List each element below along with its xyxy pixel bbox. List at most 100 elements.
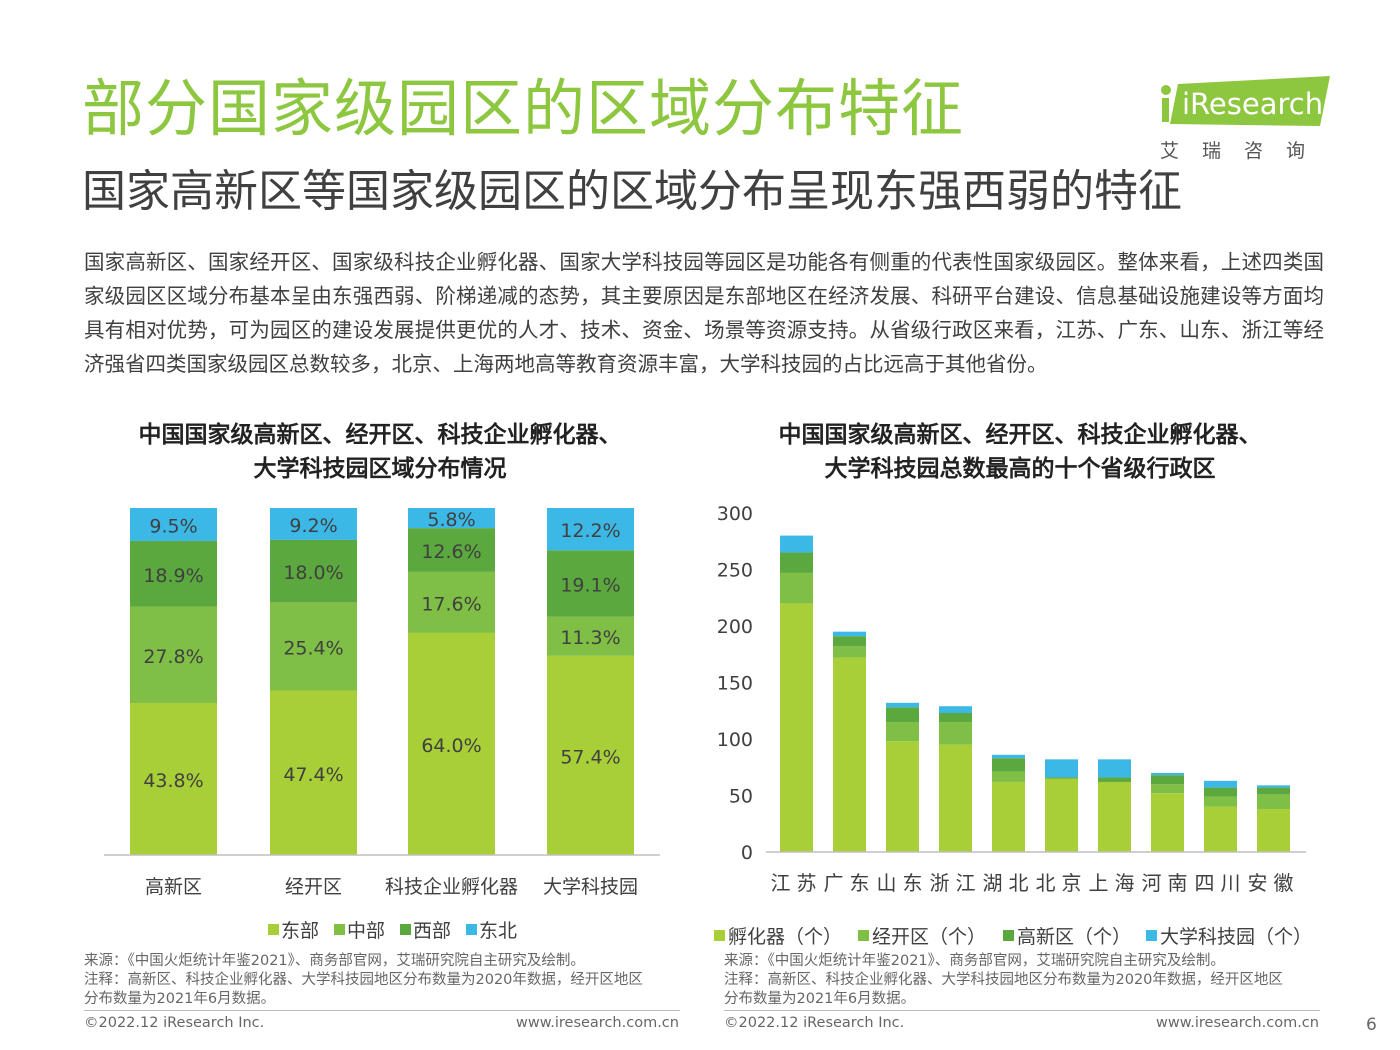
data-label: 25.4% [283,637,343,659]
chart1-source-note: 来源：《中国火炬统计年鉴2021》、商务部官网，艾瑞研究院自主研究及绘制。 注释… [84,952,684,1009]
data-label: 43.8% [143,770,203,792]
footer-copyright-left: ©2022.12 iResearch Inc. [84,1015,265,1031]
note-line: 分布数量为2021年6月数据。 [84,991,276,1007]
y-tick-label: 0 [741,842,753,864]
bar-segment [780,535,813,553]
chart2-title: 中国国家级高新区、经开区、科技企业孵化器、 大学科技园总数最高的十个省级行政区 [700,418,1340,486]
data-label: 57.4% [560,746,620,768]
y-tick-label: 50 [729,786,753,808]
footer-copyright-right: ©2022.12 iResearch Inc. [724,1015,905,1031]
footer-url-left[interactable]: www.iresearch.com.cn [516,1015,679,1031]
x-tick-label: 山东 [877,871,929,895]
bar-segment [1151,775,1184,785]
bar-segment [1151,793,1184,852]
data-label: 5.8% [427,509,475,531]
bar-segment [833,657,866,852]
page-title: 部分国家级园区的区域分布特征 [82,72,965,145]
bar-segment [1204,796,1237,807]
data-label: 12.2% [560,520,620,542]
data-label: 9.5% [149,515,197,537]
bar-segment [833,646,866,658]
footer-url-right[interactable]: www.iresearch.com.cn [1156,1015,1319,1031]
y-tick-label: 150 [717,673,753,695]
bar-segment [1098,777,1131,782]
legend-swatch [268,924,279,935]
bar-segment [1045,759,1078,778]
body-paragraph: 国家高新区、国家经开区、国家级科技企业孵化器、国家大学科技园等园区是功能各有侧重… [84,250,1324,376]
bar-segment [886,702,919,708]
bar-segment [780,603,813,852]
legend-label: 中部 [347,920,385,942]
bar-segment [886,722,919,742]
bar-segment [547,616,634,656]
data-label: 9.2% [289,515,337,537]
bar-segment [886,741,919,852]
data-label: 11.3% [560,627,620,649]
bar-segment [1204,780,1237,788]
bar-segment [408,571,495,633]
legend-swatch [400,924,411,935]
y-tick-label: 300 [717,503,753,525]
y-tick-label: 250 [717,560,753,582]
logo-subtitle: 艾瑞咨询 [1160,140,1329,162]
top-provinces-chart: 0 50 100 150 200 250 300 江苏 广东 山东 浙江 湖北 北京 上海 河南 四川 安徽孵化… [714,503,1312,948]
chart2-title-line1: 中国国家级高新区、经开区、科技企业孵化器、 [778,422,1262,448]
x-tick-label: 大学科技园 [543,876,638,898]
bar-segment [1204,806,1237,852]
bar-segment [1151,772,1184,776]
legend-swatch [858,930,869,941]
data-label: 18.0% [283,562,343,584]
bar-segment [1257,787,1290,795]
bar-segment [270,602,357,691]
page-number: 6 [1366,1015,1377,1035]
data-label: 18.9% [143,565,203,587]
chart1-title-line2: 大学科技园区域分布情况 [253,456,507,482]
legend-swatch [1003,930,1014,941]
bar-segment [1045,777,1078,779]
bar-segment [992,781,1025,852]
footer-divider-left [84,1010,680,1011]
chart1-title-line1: 中国国家级高新区、经开区、科技企业孵化器、 [138,422,622,448]
chart2-source-note: 来源：《中国火炬统计年鉴2021》、商务部官网，艾瑞研究院自主研究及绘制。 注释… [724,952,1324,1009]
regional-distribution-chart: 43.8% 27.8% 18.9% 9.5% 高新区 47.4% 25.4% 18.0% 9.2… [104,508,660,942]
bar-segment [1151,784,1184,794]
legend-label: 高新区（个） [1017,926,1131,948]
legend-label: 经开区（个） [872,926,986,948]
x-tick-label: 高新区 [145,876,202,898]
chart2-title-line2: 大学科技园总数最高的十个省级行政区 [824,456,1216,482]
legend-label: 大学科技园（个） [1160,926,1312,948]
bar-segment [408,528,495,572]
bar-segment [1257,809,1290,852]
x-tick-label: 科技企业孵化器 [385,876,518,898]
y-tick-label: 100 [717,729,753,751]
bar-segment [408,508,495,529]
data-label: 64.0% [421,735,481,757]
bar-segment [992,758,1025,772]
footer-divider-right [724,1010,1320,1011]
bar-segment [1045,778,1078,852]
bar-segment [1098,759,1131,778]
data-label: 17.6% [421,593,481,615]
bar-segment [130,508,217,541]
bar-segment [1257,785,1290,788]
x-tick-label: 四川 [1195,871,1247,895]
note-line: 注释：高新区、科技企业孵化器、大学科技园地区分布数量为2020年数据，经开区地区 [84,972,643,988]
x-tick-label: 江苏 [771,871,823,895]
legend-label: 孵化器（个） [728,926,842,948]
chart1-title: 中国国家级高新区、经开区、科技企业孵化器、 大学科技园区域分布情况 [70,418,690,486]
note-line: 注释：高新区、科技企业孵化器、大学科技园地区分布数量为2020年数据，经开区地区 [724,972,1283,988]
note-line: 分布数量为2021年6月数据。 [724,991,916,1007]
x-tick-label: 经开区 [285,876,342,898]
data-label: 12.6% [421,541,481,563]
legend-label: 东北 [479,920,517,942]
x-tick-label: 广东 [824,871,876,895]
data-label: 19.1% [560,574,620,596]
bar-segment [992,771,1025,782]
bar-segment [547,550,634,617]
bar-segment [833,636,866,647]
iresearch-logo: iResearch [1161,76,1330,126]
data-label: 47.4% [283,764,343,786]
bar-segment [408,632,495,855]
bar-segment [833,631,866,637]
bar-segment [1098,781,1131,852]
